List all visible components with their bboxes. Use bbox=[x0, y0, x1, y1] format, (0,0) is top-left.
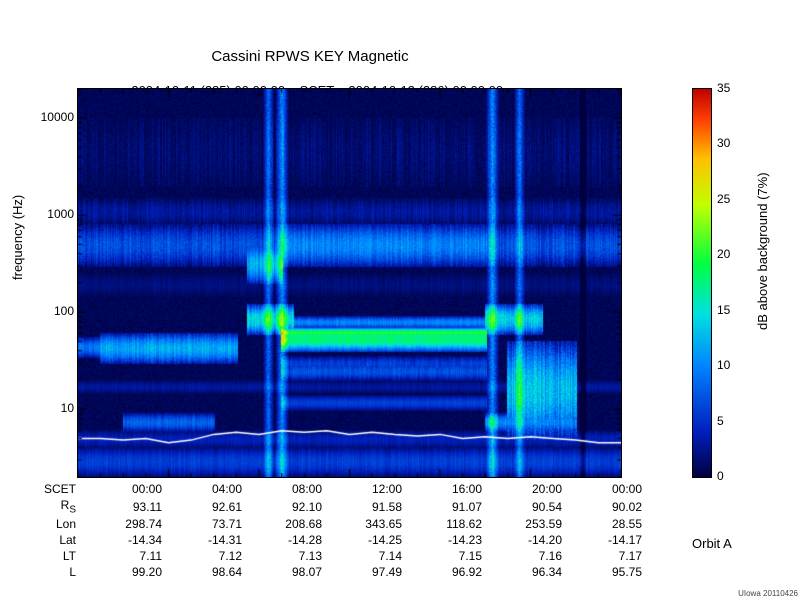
table-cell: -14.28 bbox=[244, 533, 322, 547]
table-row: Lat-14.34-14.31-14.28-14.25-14.23-14.20-… bbox=[32, 533, 642, 547]
y-tick-label: 10000 bbox=[41, 110, 74, 124]
y-tick-label: 10 bbox=[61, 401, 74, 415]
table-cell: 08:00 bbox=[244, 482, 322, 496]
orbit-label: Orbit A bbox=[692, 536, 732, 551]
table-cell: -14.20 bbox=[484, 533, 562, 547]
spectrogram-plot bbox=[77, 88, 622, 478]
table-cell: 118.62 bbox=[404, 517, 482, 531]
table-row: L99.2098.6498.0797.4996.9296.3495.75 bbox=[32, 565, 642, 579]
y-axis-label: frequency (Hz) bbox=[10, 195, 25, 280]
table-cell: 04:00 bbox=[164, 482, 242, 496]
table-cell: 91.58 bbox=[324, 498, 402, 515]
table-cell: 92.10 bbox=[244, 498, 322, 515]
figure-container: Cassini RPWS KEY Magnetic 2004-10-11 (28… bbox=[0, 0, 800, 600]
table-cell: -14.17 bbox=[564, 533, 642, 547]
table-row-label: SCET bbox=[32, 482, 82, 496]
footer-credit: UIowa 20110426 bbox=[738, 589, 798, 598]
table-cell: 73.71 bbox=[164, 517, 242, 531]
table-cell: 90.54 bbox=[484, 498, 562, 515]
table-cell: 91.07 bbox=[404, 498, 482, 515]
colorbar-tick-label: 35 bbox=[717, 81, 730, 95]
table-cell: 96.34 bbox=[484, 565, 562, 579]
table-row: SCET00:0004:0008:0012:0016:0020:0000:00 bbox=[32, 482, 642, 496]
table-cell: 20:00 bbox=[484, 482, 562, 496]
table-cell: 90.02 bbox=[564, 498, 642, 515]
colorbar-tick-label: 15 bbox=[717, 303, 730, 317]
table-cell: -14.31 bbox=[164, 533, 242, 547]
table-row-label: LT bbox=[32, 549, 82, 563]
table-cell: 298.74 bbox=[84, 517, 162, 531]
table-cell: 97.49 bbox=[324, 565, 402, 579]
table-cell: 92.61 bbox=[164, 498, 242, 515]
spectrogram-canvas bbox=[78, 89, 621, 477]
colorbar-tick-label: 0 bbox=[717, 469, 724, 483]
table-cell: -14.25 bbox=[324, 533, 402, 547]
table-cell: 00:00 bbox=[84, 482, 162, 496]
y-tick-label: 100 bbox=[54, 304, 74, 318]
table-row-label: RS bbox=[32, 498, 82, 515]
table-cell: 7.11 bbox=[84, 549, 162, 563]
table-cell: 208.68 bbox=[244, 517, 322, 531]
table-cell: 98.07 bbox=[244, 565, 322, 579]
table-row-label: Lon bbox=[32, 517, 82, 531]
colorbar-tick-label: 5 bbox=[717, 414, 724, 428]
table-cell: 343.65 bbox=[324, 517, 402, 531]
chart-title: Cassini RPWS KEY Magnetic bbox=[0, 48, 620, 65]
colorbar-tick-label: 20 bbox=[717, 247, 730, 261]
table-cell: 16:00 bbox=[404, 482, 482, 496]
table-cell: 7.14 bbox=[324, 549, 402, 563]
colorbar-tick-label: 25 bbox=[717, 192, 730, 206]
table-cell: 00:00 bbox=[564, 482, 642, 496]
table-cell: 93.11 bbox=[84, 498, 162, 515]
table-cell: 28.55 bbox=[564, 517, 642, 531]
table-cell: 7.15 bbox=[404, 549, 482, 563]
table-row: Lon298.7473.71208.68343.65118.62253.5928… bbox=[32, 517, 642, 531]
table-cell: 95.75 bbox=[564, 565, 642, 579]
table-cell: 253.59 bbox=[484, 517, 562, 531]
table-cell: 7.16 bbox=[484, 549, 562, 563]
table-cell: 99.20 bbox=[84, 565, 162, 579]
table-row: LT7.117.127.137.147.157.167.17 bbox=[32, 549, 642, 563]
table-row: RS93.1192.6192.1091.5891.0790.5490.02 bbox=[32, 498, 642, 515]
ephemeris-table: SCET00:0004:0008:0012:0016:0020:0000:00R… bbox=[30, 480, 644, 581]
table-cell: 7.12 bbox=[164, 549, 242, 563]
table-cell: 96.92 bbox=[404, 565, 482, 579]
colorbar-tick-label: 30 bbox=[717, 136, 730, 150]
table-row-label: L bbox=[32, 565, 82, 579]
table-cell: 7.17 bbox=[564, 549, 642, 563]
colorbar bbox=[692, 88, 712, 478]
table-cell: 98.64 bbox=[164, 565, 242, 579]
colorbar-tick-label: 10 bbox=[717, 358, 730, 372]
table-cell: 7.13 bbox=[244, 549, 322, 563]
table-cell: -14.34 bbox=[84, 533, 162, 547]
table-row-label: Lat bbox=[32, 533, 82, 547]
table-cell: 12:00 bbox=[324, 482, 402, 496]
y-tick-label: 1000 bbox=[47, 207, 74, 221]
table-cell: -14.23 bbox=[404, 533, 482, 547]
colorbar-label: dB above background (7%) bbox=[755, 172, 770, 330]
